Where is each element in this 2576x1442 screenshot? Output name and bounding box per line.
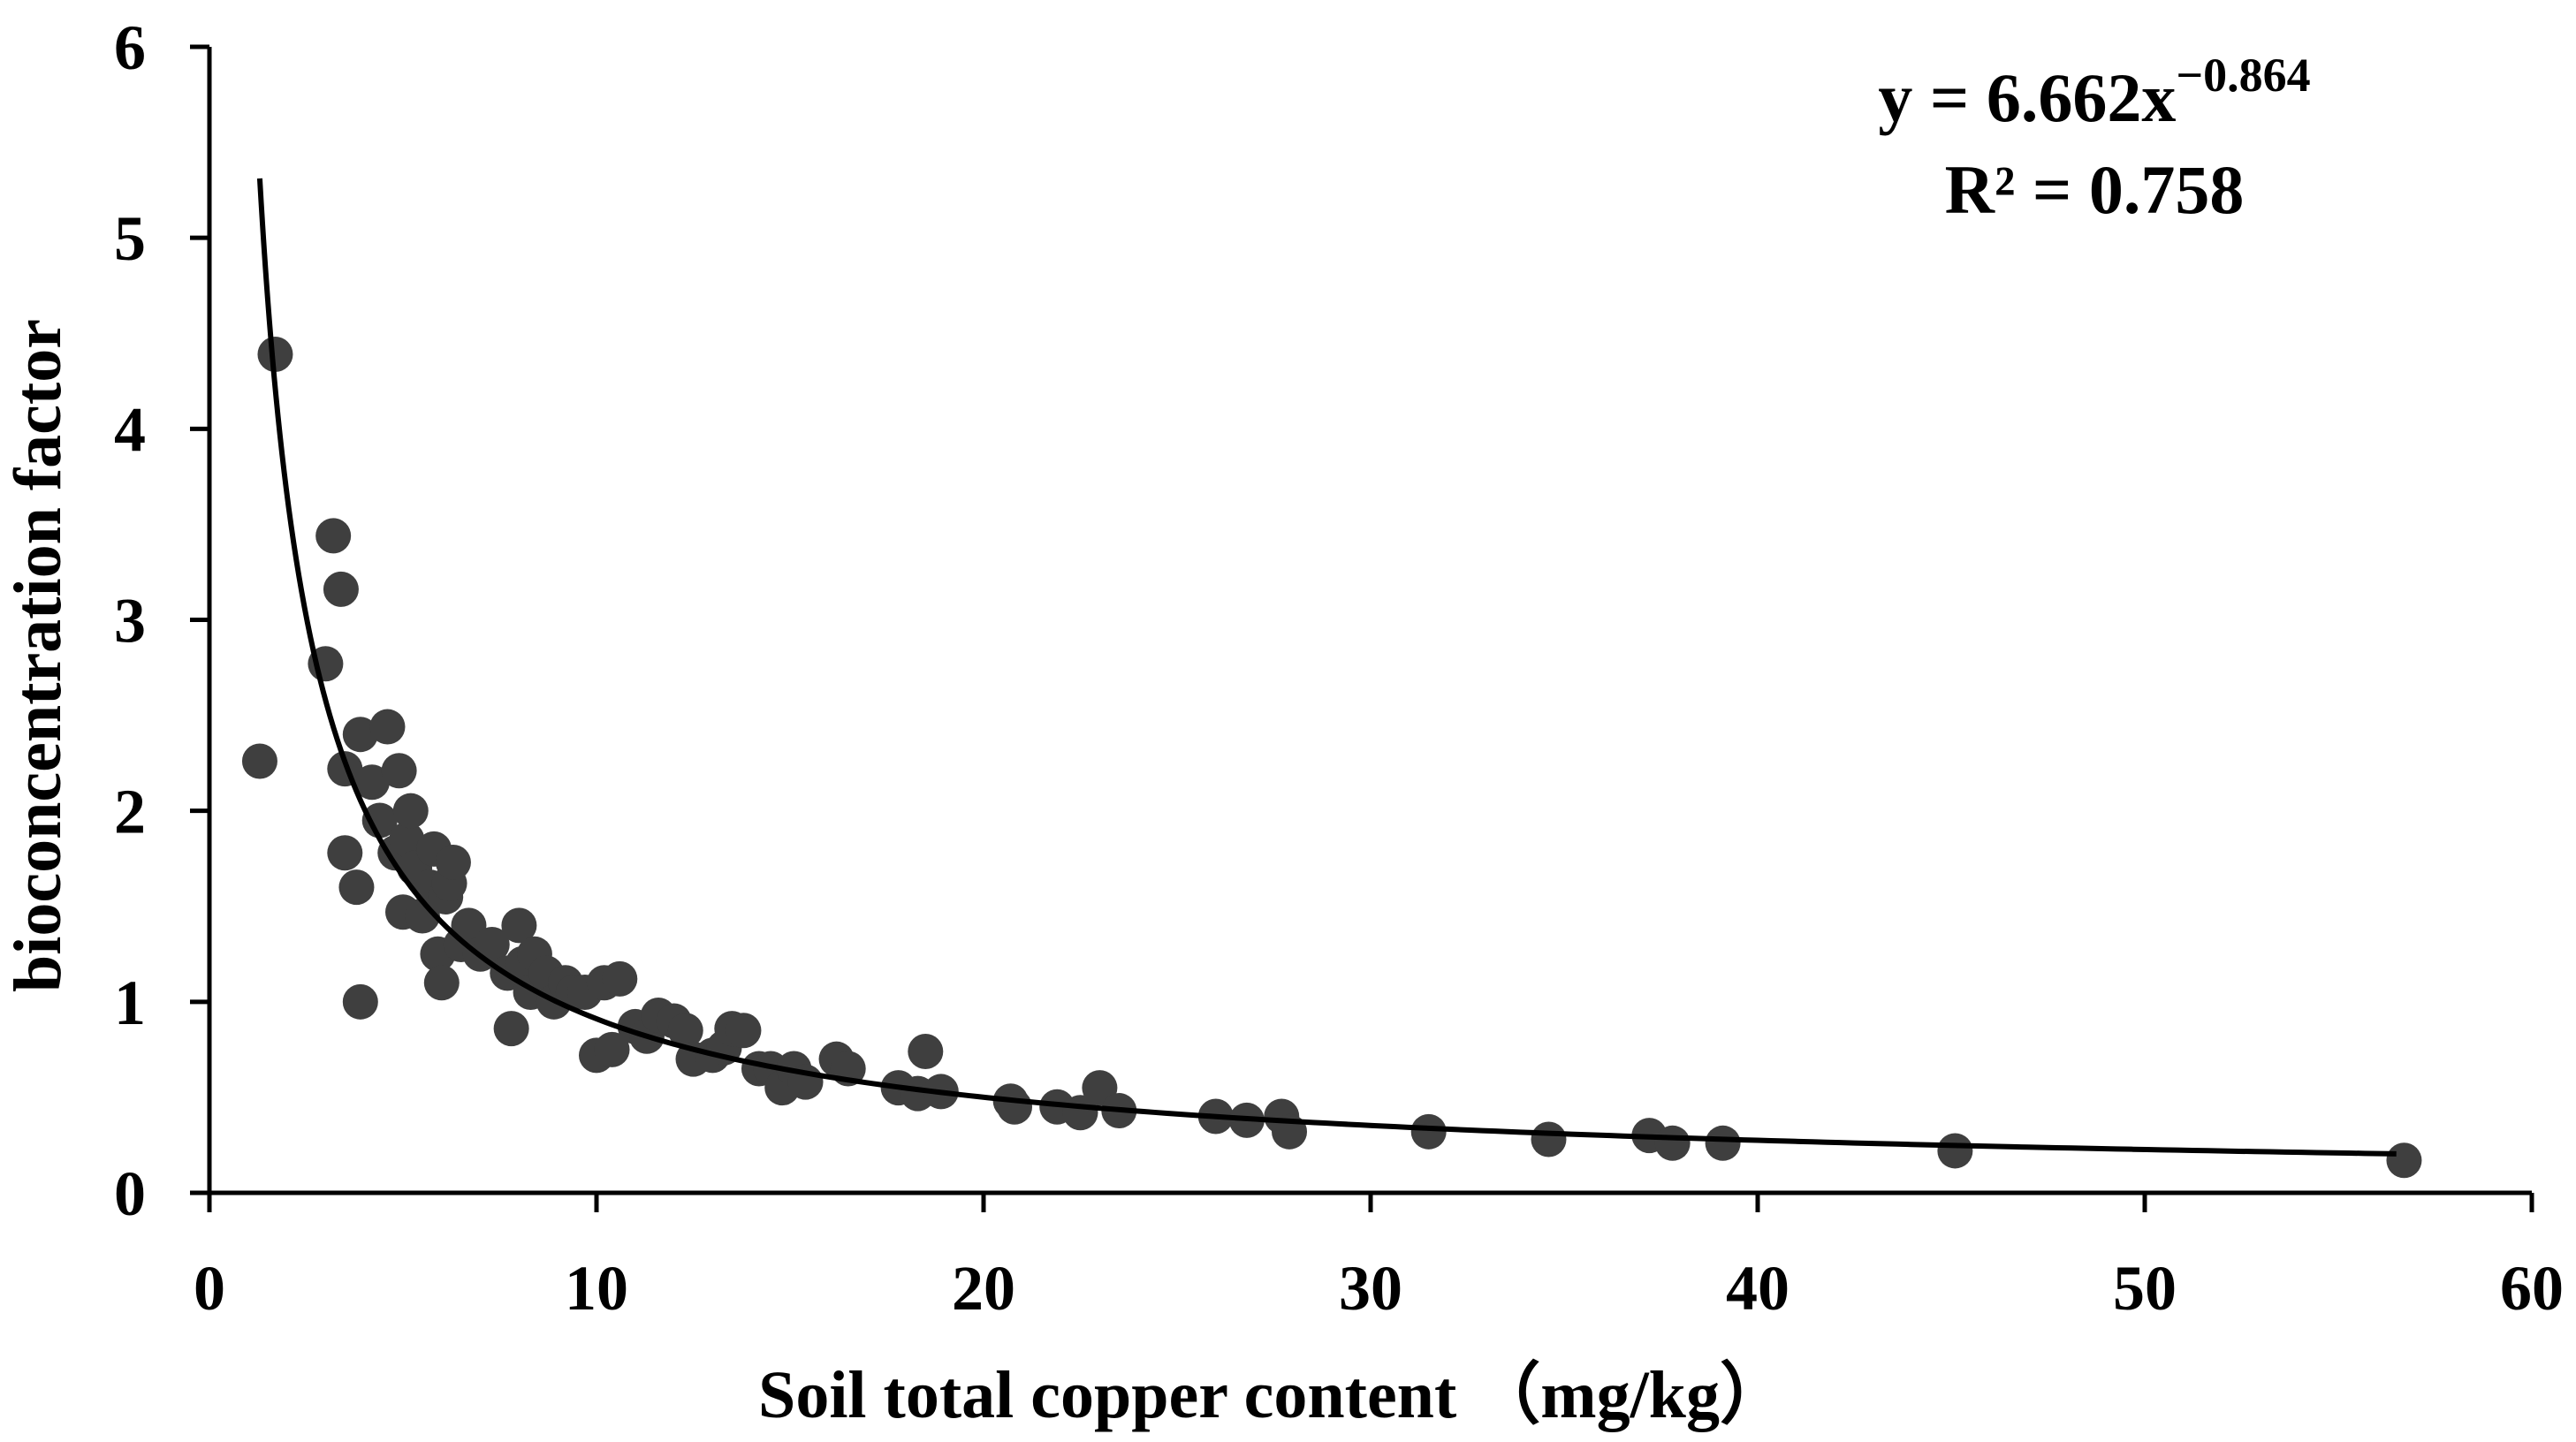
x-tick-label: 10 [565, 1253, 628, 1324]
data-point [338, 869, 375, 906]
data-point [474, 926, 510, 962]
data-point [1937, 1133, 1973, 1169]
data-point [1705, 1125, 1741, 1161]
data-point [392, 793, 429, 829]
data-point [323, 571, 359, 607]
data-point [594, 1031, 630, 1067]
y-tick-label: 0 [114, 1158, 146, 1229]
y-tick-label: 4 [114, 394, 146, 465]
y-tick-label: 5 [114, 203, 146, 274]
x-tick-label: 20 [952, 1253, 1015, 1324]
equation-exponent: −0.864 [2176, 49, 2310, 102]
data-point [361, 802, 398, 839]
data-point [315, 518, 352, 554]
data-point [327, 835, 363, 871]
data-point [241, 743, 277, 779]
data-point [423, 965, 460, 1001]
data-point [726, 1013, 762, 1049]
data-point [501, 907, 537, 944]
data-points [241, 337, 2422, 1179]
x-tick-label: 40 [1726, 1253, 1790, 1324]
data-point [353, 764, 390, 801]
data-point [1410, 1113, 1447, 1150]
y-tick-label: 1 [114, 968, 146, 1038]
x-tick-label: 50 [2113, 1253, 2177, 1324]
data-point [602, 960, 638, 997]
data-point [1531, 1121, 1567, 1157]
x-tick-label: 30 [1339, 1253, 1402, 1324]
data-point [908, 1034, 944, 1070]
x-axis-ticks: 0 10 20 30 40 50 60 [194, 1193, 2564, 1324]
data-point [342, 717, 378, 753]
data-point [997, 1089, 1033, 1125]
equation-base: y = 6.662x [1878, 59, 2176, 136]
data-point [342, 983, 378, 1020]
plot-area: 0 10 20 30 40 50 60 0 1 2 3 4 5 6 [114, 12, 2564, 1324]
y-tick-label: 6 [114, 12, 146, 83]
y-axis-title: bioconcentration factor [1, 319, 75, 992]
data-point [667, 1013, 703, 1049]
r-squared-label: R² = 0.758 [1945, 151, 2245, 228]
data-point [2386, 1142, 2422, 1179]
data-point [257, 337, 293, 373]
data-point [435, 845, 471, 881]
power-trendline [256, 178, 2397, 1157]
y-tick-label: 3 [114, 586, 146, 656]
data-point [493, 1011, 529, 1047]
data-point [381, 753, 417, 789]
data-point [369, 709, 406, 745]
y-tick-label: 2 [114, 777, 146, 847]
x-axis-title: Soil total copper content （mg/kg） [758, 1358, 1787, 1432]
x-tick-label: 60 [2500, 1253, 2564, 1324]
y-axis-ticks: 0 1 2 3 4 5 6 [114, 12, 209, 1229]
data-point [1654, 1125, 1691, 1161]
data-point [389, 822, 425, 858]
trendline-equation: y = 6.662x−0.864 [1878, 49, 2310, 136]
x-tick-label: 0 [194, 1253, 225, 1324]
